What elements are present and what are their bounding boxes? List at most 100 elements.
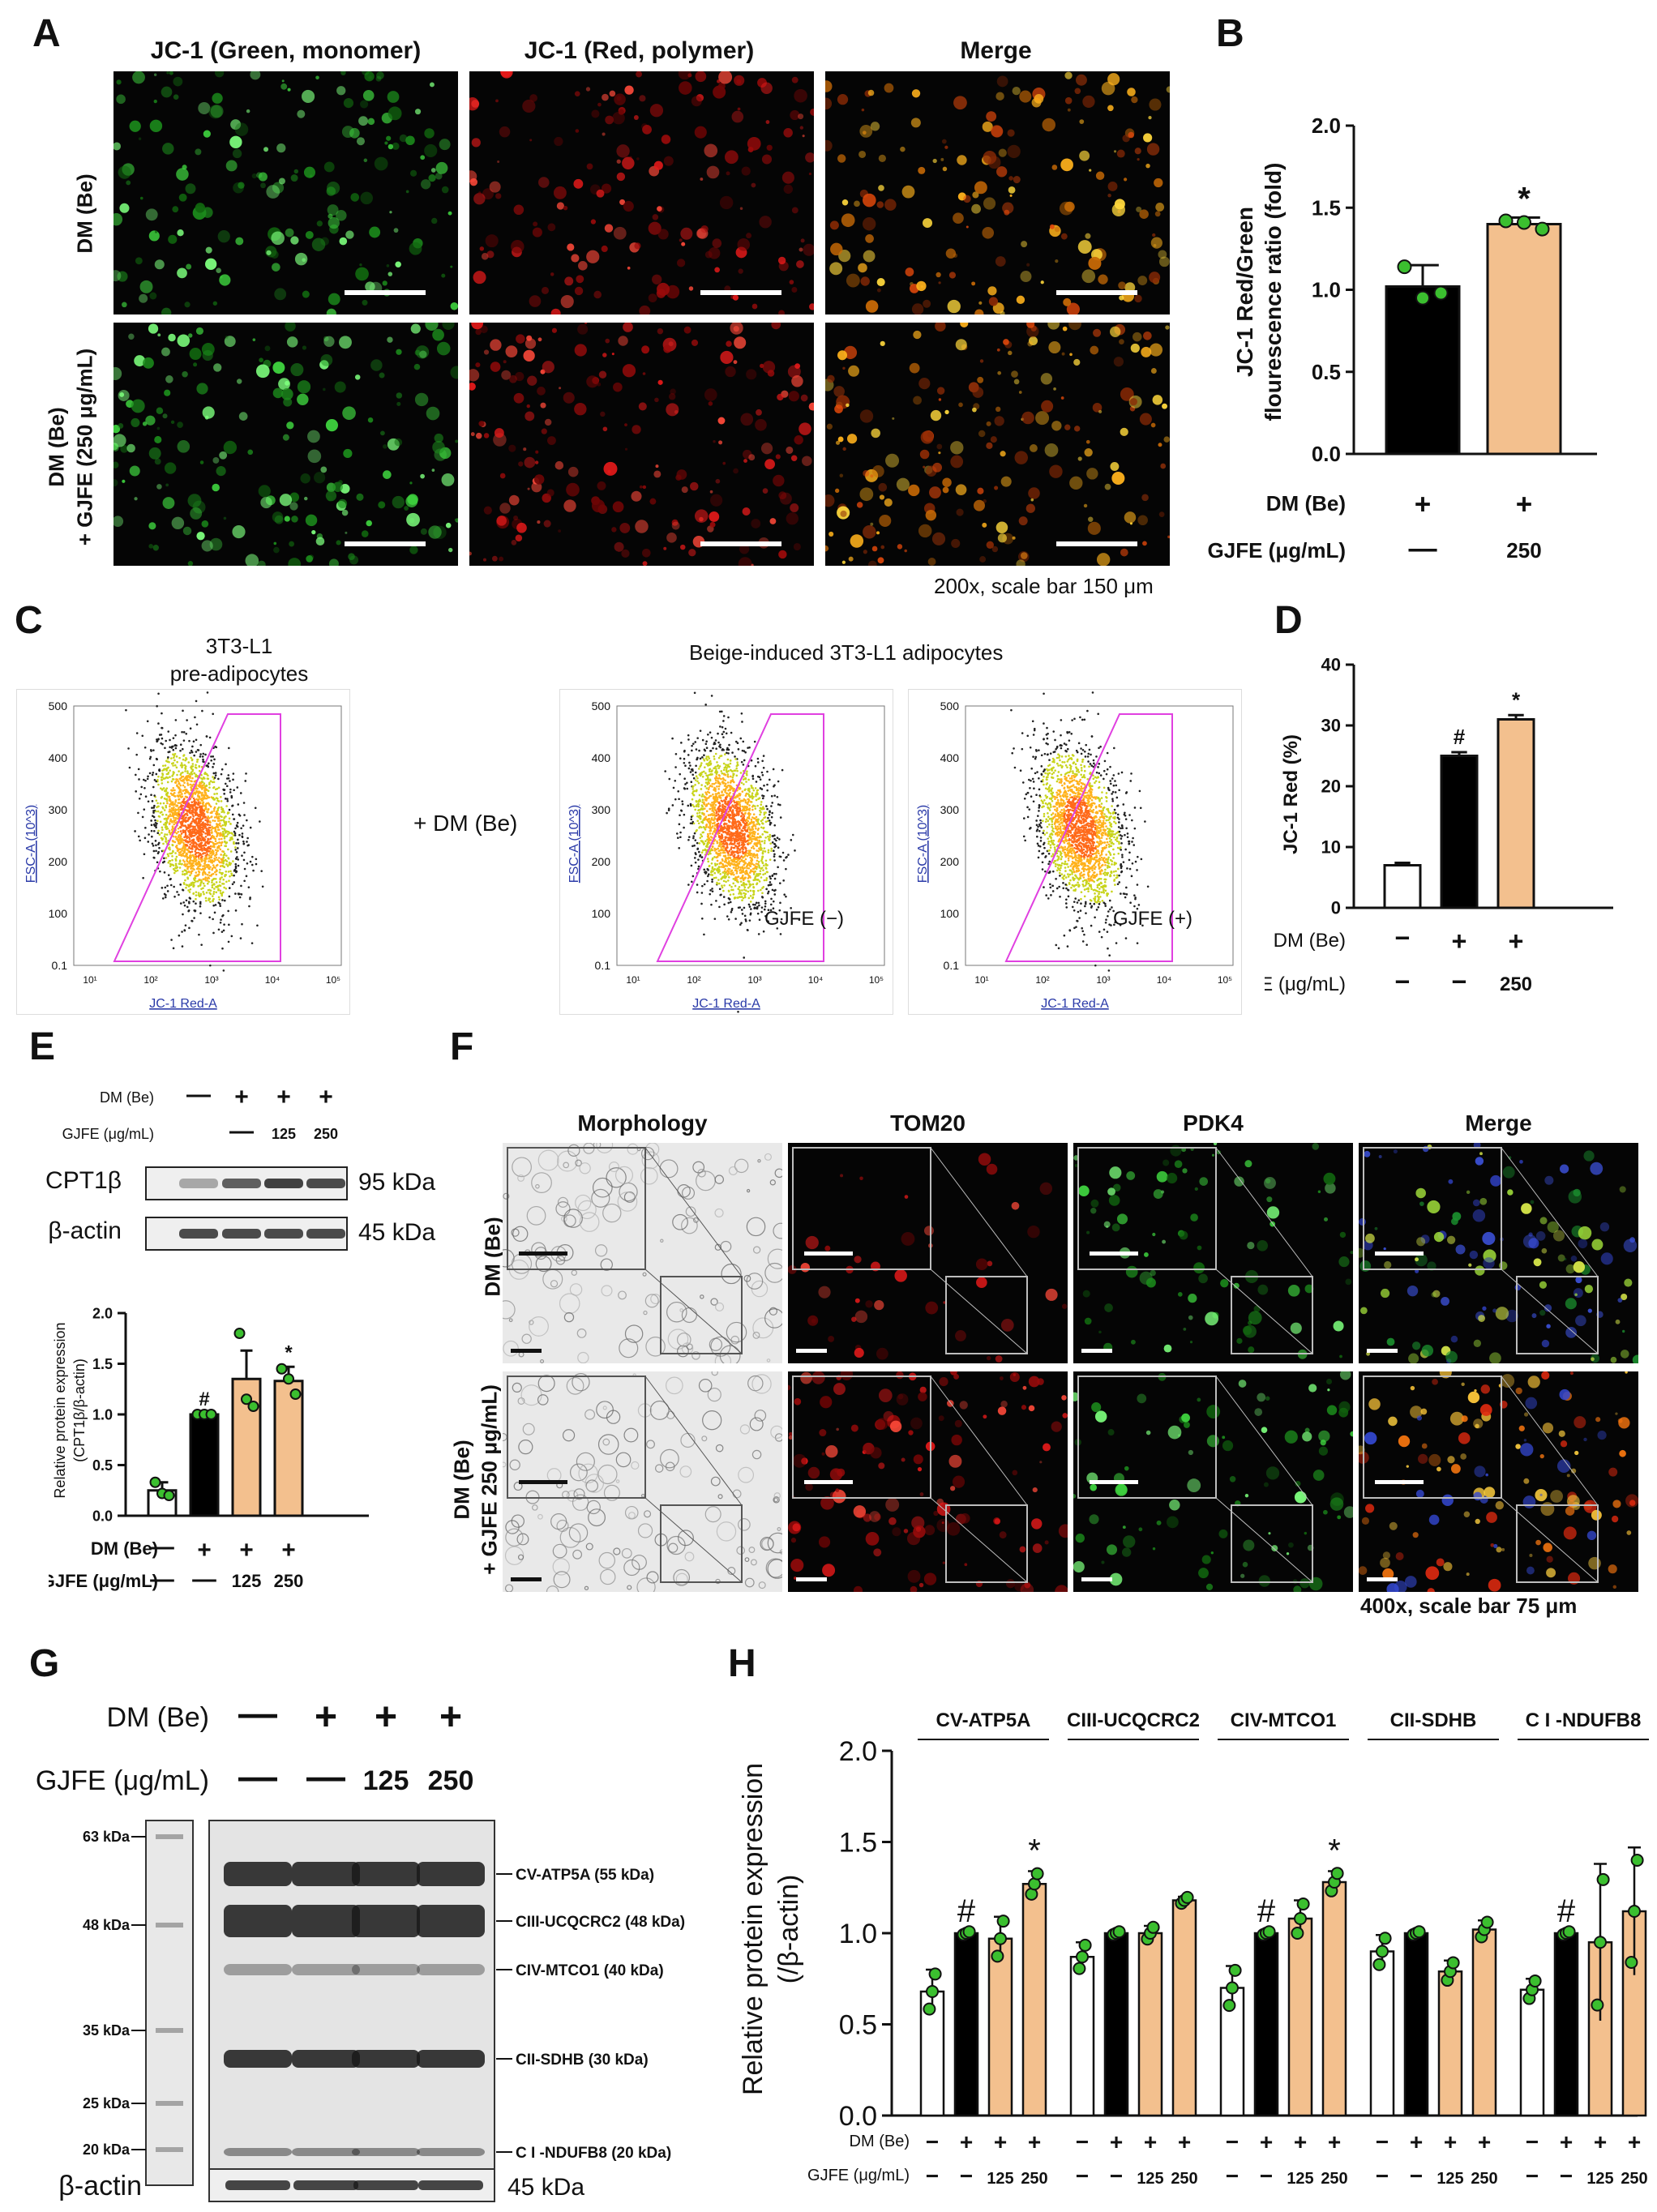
event-dot xyxy=(172,809,175,812)
fluorescence-spot xyxy=(213,363,222,372)
event-dot xyxy=(137,835,140,838)
event-dot xyxy=(179,841,182,845)
event-dot xyxy=(701,811,704,815)
fluorescence-spot xyxy=(208,105,223,119)
fluorescence-spot xyxy=(724,150,739,165)
event-dot xyxy=(189,843,191,846)
fluorescence-spot xyxy=(747,147,754,152)
event-dot xyxy=(199,834,202,836)
fluorescence-spot xyxy=(950,455,964,468)
event-dot xyxy=(192,885,195,888)
event-dot xyxy=(203,786,206,789)
event-dot xyxy=(215,856,218,859)
fluorescence-spot xyxy=(537,387,546,396)
event-dot xyxy=(780,918,783,921)
event-dot xyxy=(734,758,737,760)
event-dot xyxy=(191,811,193,815)
event-dot xyxy=(182,841,185,845)
event-dot xyxy=(750,846,753,849)
fluorescence-spot xyxy=(1073,358,1081,366)
fluorescence-spot xyxy=(918,524,932,538)
fluorescence-spot xyxy=(1069,353,1073,357)
event-dot xyxy=(715,772,718,776)
event-dot xyxy=(192,864,195,867)
event-dot xyxy=(773,794,776,797)
event-dot xyxy=(225,763,227,766)
fluorescence-spot xyxy=(495,193,502,199)
event-dot xyxy=(703,770,705,773)
event-dot xyxy=(720,770,723,772)
event-dot xyxy=(182,881,186,884)
event-dot xyxy=(759,778,762,781)
fluorescence-spot xyxy=(469,369,480,382)
fluorescence-spot xyxy=(837,436,844,443)
event-dot xyxy=(769,833,772,836)
fluorescence-spot xyxy=(198,101,211,115)
event-dot xyxy=(772,768,775,771)
event-dot xyxy=(224,858,227,862)
fluorescence-spot xyxy=(995,92,1004,101)
fluorescence-spot xyxy=(960,323,969,328)
fluorescence-spot xyxy=(709,511,720,522)
event-dot xyxy=(221,894,224,897)
event-dot xyxy=(161,737,164,740)
event-dot xyxy=(765,877,769,879)
fluorescence-spot xyxy=(696,229,707,239)
scale-bar xyxy=(345,541,426,546)
fluorescence-spot xyxy=(164,389,171,396)
fluorescence-spot xyxy=(936,387,945,395)
event-dot xyxy=(718,745,721,748)
fluorescence-spot xyxy=(185,183,196,195)
fluorescence-spot xyxy=(1061,352,1065,356)
fluorescence-spot xyxy=(118,165,131,179)
event-dot xyxy=(726,879,730,882)
event-dot xyxy=(714,752,717,755)
event-dot xyxy=(728,860,730,862)
event-dot xyxy=(241,835,244,838)
fluorescence-spot xyxy=(1081,269,1096,284)
event-dot xyxy=(214,849,217,851)
event-dot xyxy=(748,885,751,888)
fluorescence-spot xyxy=(469,170,477,182)
significance-mark: * xyxy=(1518,181,1531,216)
fluorescence-spot xyxy=(639,95,646,102)
fluorescence-spot xyxy=(786,512,799,525)
fluorescence-spot xyxy=(1124,511,1137,524)
fluorescence-spot xyxy=(746,233,752,239)
fluorescence-spot xyxy=(1092,403,1103,413)
fluorescence-spot xyxy=(717,417,726,425)
event-dot xyxy=(752,795,755,798)
fluorescence-spot xyxy=(290,363,304,377)
event-dot xyxy=(737,748,740,751)
fluorescence-spot xyxy=(538,177,550,188)
fluorescence-spot xyxy=(274,515,284,524)
fluorescence-spot xyxy=(276,143,286,153)
event-dot xyxy=(721,725,724,729)
event-dot xyxy=(243,879,246,883)
event-dot xyxy=(195,843,199,846)
event-dot xyxy=(743,884,745,887)
event-dot xyxy=(189,751,191,755)
fluorescence-spot xyxy=(148,544,153,549)
event-dot xyxy=(214,837,217,841)
event-dot xyxy=(719,783,721,785)
event-dot xyxy=(195,751,198,753)
event-dot xyxy=(190,771,193,774)
event-dot xyxy=(203,810,206,812)
event-dot xyxy=(721,808,723,811)
event-dot xyxy=(697,768,700,770)
fluorescence-spot xyxy=(842,447,846,451)
event-dot xyxy=(198,933,200,936)
event-dot xyxy=(173,895,176,898)
event-dot xyxy=(179,835,182,838)
event-dot xyxy=(216,807,220,811)
fluorescence-spot xyxy=(995,521,1008,533)
event-dot xyxy=(186,867,189,871)
event-dot xyxy=(751,808,754,811)
fluorescence-spot xyxy=(584,323,588,324)
event-dot xyxy=(246,836,249,840)
event-dot xyxy=(705,787,709,789)
event-dot xyxy=(191,813,195,816)
event-dot xyxy=(186,778,190,781)
fluorescence-spot xyxy=(367,118,375,126)
